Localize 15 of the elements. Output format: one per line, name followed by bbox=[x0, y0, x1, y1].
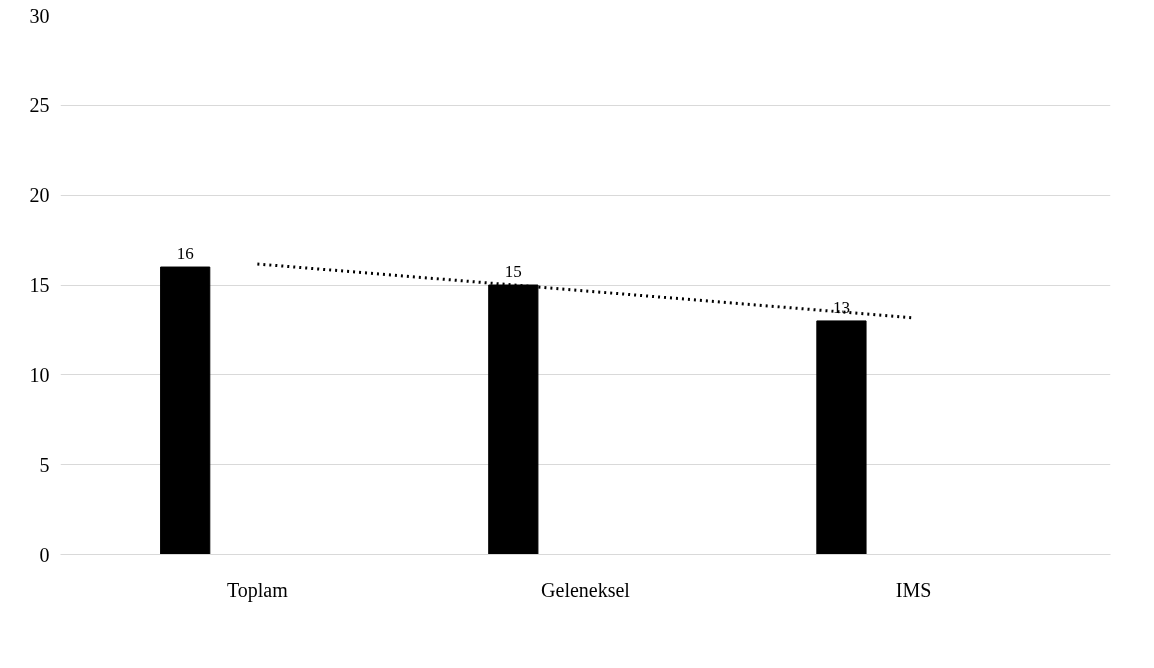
x-tick-label: Toplam bbox=[226, 578, 289, 602]
y-tick-label: 20 bbox=[29, 184, 50, 207]
data-label: 15 bbox=[504, 262, 522, 281]
y-tick-label: 10 bbox=[29, 363, 50, 386]
y-tick-label: 25 bbox=[29, 94, 50, 117]
data-label: 16 bbox=[176, 244, 194, 264]
x-tick-label: Geleneksel bbox=[541, 578, 631, 601]
y-tick-label: 15 bbox=[29, 274, 50, 296]
data-label: 13 bbox=[832, 297, 850, 317]
bar bbox=[816, 320, 867, 555]
x-tick-label: IMS bbox=[895, 578, 932, 601]
bar bbox=[160, 266, 211, 555]
y-tick-label: 30 bbox=[29, 4, 50, 27]
y-tick-label: 0 bbox=[39, 543, 50, 566]
y-tick-label: 5 bbox=[39, 453, 50, 476]
